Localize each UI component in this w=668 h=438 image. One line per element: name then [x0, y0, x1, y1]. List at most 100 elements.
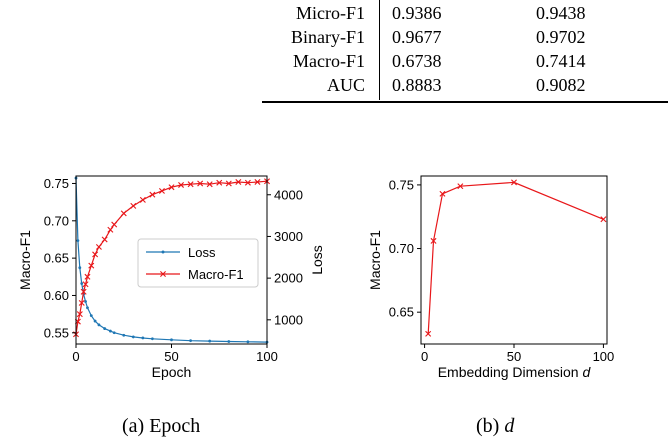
x-tick-label: 50 [507, 349, 521, 364]
caption-b-symbol: d [504, 415, 515, 437]
x-tick-label: 0 [72, 349, 79, 364]
y2-axis-label: Loss [309, 245, 325, 275]
y-axis-label: Macro-F1 [367, 230, 383, 290]
data-point [120, 210, 127, 217]
embedding-dimension-chart: 0 50 100 0.65 0.70 0.75 Embedding Dimension d M… [367, 175, 615, 380]
y-tick-label: 0.70 [389, 241, 414, 256]
data-point [158, 187, 165, 194]
table-cell-value: 0.9438 [536, 3, 586, 23]
legend: Loss Macro-F1 [137, 238, 259, 288]
table-cell-value: 0.7414 [536, 51, 586, 71]
data-point [600, 216, 607, 223]
data-point [149, 191, 156, 198]
caption-b: (b) d [476, 414, 514, 438]
y2-tick-label: 4000 [274, 187, 303, 202]
data-point [178, 181, 185, 188]
data-point [151, 337, 154, 341]
x-tick-label: 100 [256, 349, 278, 364]
table-bottom-rule [262, 101, 668, 103]
figure-epoch: 0 50 100 0.55 0.60 0.65 0.70 0.75 1000 2000 3000 40… [10, 168, 330, 403]
data-point [457, 183, 464, 190]
table-cell-metric: Binary-F1 [291, 27, 365, 47]
legend-entry: Loss [188, 245, 216, 260]
data-point [216, 179, 223, 186]
data-point [187, 181, 194, 188]
y2-tick-label: 2000 [274, 271, 303, 286]
data-point [78, 266, 82, 270]
y-tick-label: 0.60 [44, 288, 69, 303]
table-row: AUC 0.8883 0.9082 [0, 74, 668, 96]
table-cell-metric: Macro-F1 [293, 51, 365, 71]
data-point [107, 226, 114, 233]
y-tick-label: 0.55 [44, 325, 69, 340]
caption-b-prefix: (b) [476, 415, 505, 437]
results-table: Micro-F1 0.9386 0.9438 Binary-F1 0.9677 … [0, 0, 668, 110]
data-point [76, 311, 83, 318]
data-point [170, 338, 173, 342]
data-point [227, 340, 231, 343]
y-tick-label: 0.65 [389, 305, 414, 320]
table-cell-value: 0.9386 [392, 3, 442, 23]
data-point [84, 273, 91, 280]
y2-tick-label: 1000 [274, 312, 303, 327]
y-tick-label: 0.75 [44, 176, 69, 191]
table-row: Micro-F1 0.9386 0.9438 [0, 2, 668, 24]
data-point [88, 262, 95, 269]
data-point [130, 202, 137, 209]
data-point [82, 281, 89, 288]
data-point [235, 178, 242, 185]
data-point [439, 190, 446, 197]
x-tick-label: 100 [593, 349, 615, 364]
data-point [84, 300, 87, 303]
data-point [208, 339, 212, 343]
x-axis-label: Embedding Dimension d [438, 364, 592, 380]
data-point [206, 181, 213, 188]
table-cell-value: 0.9677 [392, 27, 442, 47]
table-row: Binary-F1 0.9677 0.9702 [0, 26, 668, 48]
data-point [425, 330, 432, 337]
data-point [225, 180, 232, 187]
legend-box [137, 238, 259, 288]
data-point [80, 288, 87, 295]
epoch-chart: 0 50 100 0.55 0.60 0.65 0.70 0.75 1000 2000 3000 40… [17, 175, 325, 380]
legend-entry: Macro-F1 [188, 267, 244, 282]
data-point [254, 178, 261, 185]
y2-tick-label: 3000 [274, 229, 303, 244]
table-column-divider [379, 0, 380, 100]
y-tick-label: 0.75 [389, 177, 414, 192]
data-point [246, 340, 250, 344]
data-point [131, 335, 135, 339]
data-point [111, 221, 118, 228]
data-point [92, 251, 99, 258]
x-tick-label: 50 [164, 349, 178, 364]
data-point [86, 306, 89, 310]
data-point [103, 327, 107, 330]
data-point [97, 323, 101, 327]
table-cell-value: 0.6738 [392, 51, 442, 71]
data-point [78, 299, 85, 306]
data-point [189, 339, 193, 343]
data-point [141, 336, 145, 340]
data-point [95, 243, 102, 250]
data-point [112, 331, 116, 335]
table-row: Macro-F1 0.6738 0.7414 [0, 50, 668, 72]
data-point [244, 179, 251, 186]
data-point [197, 180, 204, 187]
caption-a: (a) Epoch [122, 415, 201, 437]
data-point [101, 236, 108, 243]
x-axis-label-text: Embedding Dimension [438, 364, 583, 380]
x-axis-label-symbol: d [582, 364, 591, 380]
x-tick-label: 0 [421, 349, 428, 364]
y-tick-label: 0.65 [44, 251, 69, 266]
table-cell-value: 0.8883 [392, 75, 442, 95]
legend-marker [161, 250, 165, 254]
data-point [168, 184, 175, 191]
figure-embedding-dimension: 0 50 100 0.65 0.70 0.75 Embedding Dimension d M… [362, 168, 662, 403]
data-point [122, 333, 126, 337]
series-line [427, 181, 604, 334]
table-cell-metric: AUC [326, 75, 365, 95]
data-point [511, 179, 517, 186]
data-point [139, 196, 146, 203]
y-axis-label: Macro-F1 [17, 230, 33, 290]
x-axis-label: Epoch [152, 364, 192, 380]
